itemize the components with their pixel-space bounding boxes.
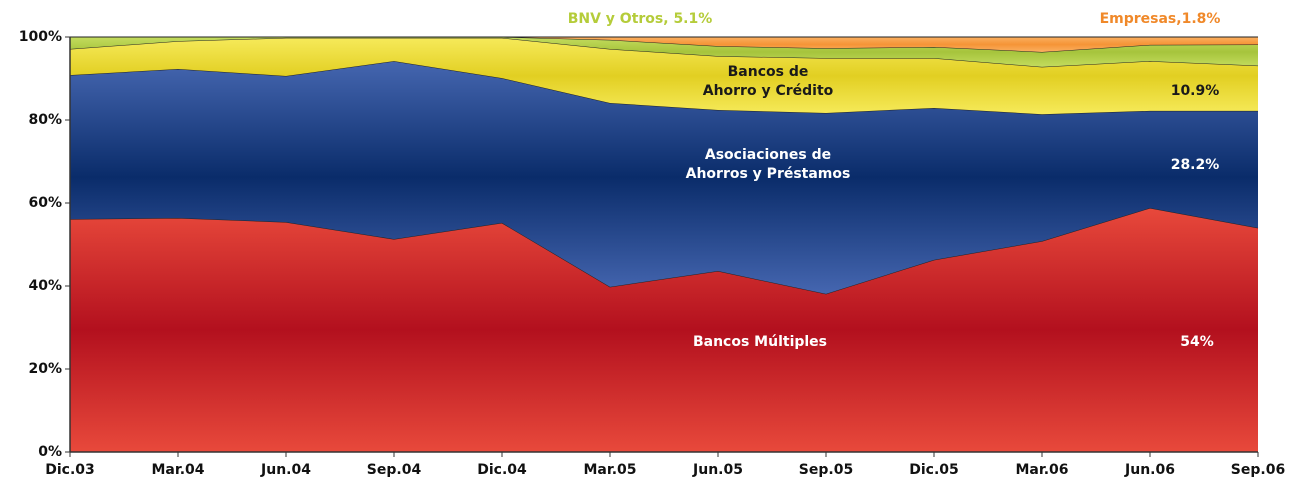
value-label: 10.9% [1171,83,1220,99]
x-tick-label: Dic.05 [909,462,959,478]
x-tick-label: Dic.03 [45,462,95,478]
area [70,207,1258,452]
x-tick-label: Jun.04 [260,462,311,478]
value-label: BNV y Otros, 5.1% [568,11,713,27]
x-tick-label: Jun.05 [692,462,743,478]
y-tick-label: 20% [28,361,62,377]
x-tick-label: Dic.04 [477,462,527,478]
x-tick-label: Sep.06 [1231,462,1285,478]
value-label: Empresas,1.8% [1100,11,1221,27]
x-tick-label: Sep.04 [367,462,422,478]
y-tick-label: 60% [28,195,62,211]
area [70,61,1258,294]
area [70,37,1258,52]
x-tick-label: Jun.06 [1124,462,1175,478]
series-label: Bancos Múltiples [693,334,827,350]
x-tick-label: Mar.05 [583,462,636,478]
y-tick-label: 0% [38,444,62,460]
area [70,37,1258,67]
series-label: Ahorros y Préstamos [686,166,851,182]
x-tick-label: Mar.04 [151,462,204,478]
y-tick-label: 100% [19,29,62,45]
y-tick-label: 40% [28,278,62,294]
area [70,37,1258,115]
y-tick-label: 80% [28,112,62,128]
series-label: Bancos de [728,64,809,80]
series-label: Ahorro y Crédito [703,83,834,99]
x-tick-label: Mar.06 [1015,462,1068,478]
value-label: 54% [1180,334,1214,350]
value-label: 28.2% [1171,157,1220,173]
series-label: Asociaciones de [705,147,831,163]
x-tick-label: Sep.05 [799,462,853,478]
